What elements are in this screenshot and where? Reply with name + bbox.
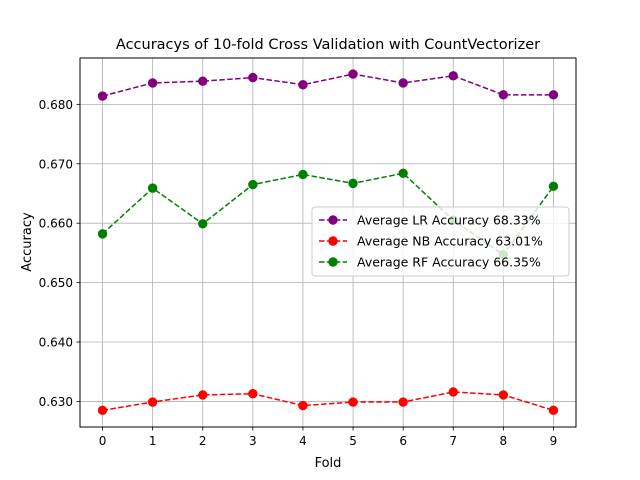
x-axis-label: Fold (315, 456, 342, 471)
x-tick-label: 2 (199, 434, 207, 448)
data-point (298, 169, 308, 180)
x-tick-label: 0 (99, 434, 107, 448)
legend: Average LR Accuracy 68.33% Average NB Acc… (311, 206, 570, 277)
x-tick-label: 1 (149, 434, 157, 448)
data-point (248, 179, 258, 190)
x-tick-label: 7 (449, 434, 457, 448)
y-tick-label: 0.660 (39, 217, 73, 231)
legend-swatch-marker (328, 215, 338, 225)
legend-label: Average LR Accuracy 68.33% (357, 213, 541, 228)
plot-frame (79, 57, 577, 428)
data-point (548, 405, 559, 416)
data-point (97, 91, 108, 101)
data-point (147, 78, 158, 88)
data-point (147, 183, 158, 193)
data-point (448, 387, 458, 397)
y-tick-label: 0.630 (39, 395, 73, 409)
data-point (298, 80, 308, 90)
data-point (248, 72, 258, 83)
y-tick-label: 0.680 (39, 98, 73, 112)
y-tick-label: 0.670 (39, 157, 73, 171)
x-tick-label: 6 (399, 434, 407, 448)
legend-label: Average NB Accuracy 63.01% (357, 234, 543, 249)
data-point (498, 90, 509, 100)
y-tick-label: 0.640 (39, 336, 73, 350)
series-line (102, 73, 554, 97)
legend-frame (311, 206, 570, 277)
data-point (298, 400, 308, 411)
y-axis-label: Accuracy (20, 212, 35, 272)
y-tick-label: 0.650 (39, 276, 73, 290)
data-point (548, 181, 559, 192)
data-point (97, 229, 108, 239)
series-group (97, 69, 559, 101)
data-point (248, 389, 258, 399)
x-tick-label: 9 (550, 434, 558, 448)
legend-label: Average RF Accuracy 66.35% (357, 255, 541, 270)
data-point (398, 78, 408, 88)
series-group (97, 387, 559, 416)
data-point (448, 71, 458, 81)
data-point (498, 390, 509, 400)
x-tick-label: 4 (299, 434, 307, 448)
chart-title: Accuracys of 10-fold Cross Validation wi… (116, 37, 540, 53)
data-point (398, 168, 408, 178)
data-point (398, 397, 408, 407)
legend-swatch-marker (328, 257, 338, 267)
data-point (198, 390, 208, 400)
data-point (97, 405, 108, 416)
data-point (198, 76, 208, 86)
series-line (102, 391, 554, 412)
data-point (348, 69, 358, 79)
data-point (198, 219, 208, 229)
x-tick-label: 8 (500, 434, 508, 448)
x-tick-label: 3 (249, 434, 257, 448)
legend-swatch-marker (328, 236, 338, 246)
x-tick-label: 5 (349, 434, 357, 448)
data-point (348, 397, 358, 407)
data-point (548, 90, 559, 100)
data-point (147, 397, 158, 407)
axis-ticks: 0 1 2 3 4 5 6 7 8 9 0.630 0.640 0.650 0.660 0.670 0.680 (39, 98, 558, 448)
data-point (348, 178, 358, 189)
